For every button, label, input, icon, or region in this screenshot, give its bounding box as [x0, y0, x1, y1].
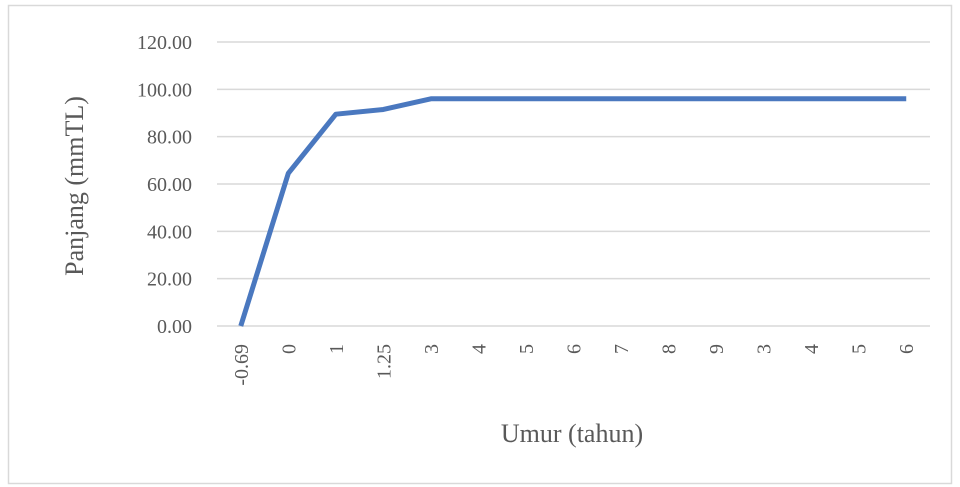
x-tick-label: 9 — [706, 344, 728, 354]
x-tick-label: 1.25 — [373, 344, 395, 379]
line-series — [238, 96, 907, 327]
x-tick-label: 5 — [516, 344, 538, 354]
x-tick-label: 8 — [659, 344, 681, 354]
y-tick-label: 20.00 — [147, 269, 192, 291]
y-tick-label: 80.00 — [147, 127, 192, 149]
x-tick-label: 4 — [801, 344, 823, 354]
x-tick-label: 3 — [754, 344, 776, 354]
x-tick-label: 5 — [849, 344, 871, 354]
x-tick-label: -0.69 — [231, 344, 253, 386]
y-tick-label: 60.00 — [147, 174, 192, 196]
x-axis-title: Umur (tahun) — [501, 419, 643, 448]
x-tick-label: 6 — [564, 344, 586, 354]
y-tick-label: 40.00 — [147, 221, 192, 243]
chart-border — [7, 4, 953, 485]
y-tick-label: 0.00 — [157, 316, 192, 338]
x-tick-label: 3 — [421, 344, 443, 354]
x-tick-label: 6 — [896, 344, 918, 354]
x-tick-label: 0 — [278, 344, 300, 354]
y-axis-title: Panjang (mmTL) — [60, 96, 89, 276]
y-tick-label: 120.00 — [137, 32, 192, 54]
x-tick-label: 1 — [326, 344, 348, 354]
x-tick-label: 4 — [468, 344, 490, 354]
x-tick-label: 7 — [611, 344, 633, 354]
y-tick-label: 100.00 — [137, 79, 192, 101]
